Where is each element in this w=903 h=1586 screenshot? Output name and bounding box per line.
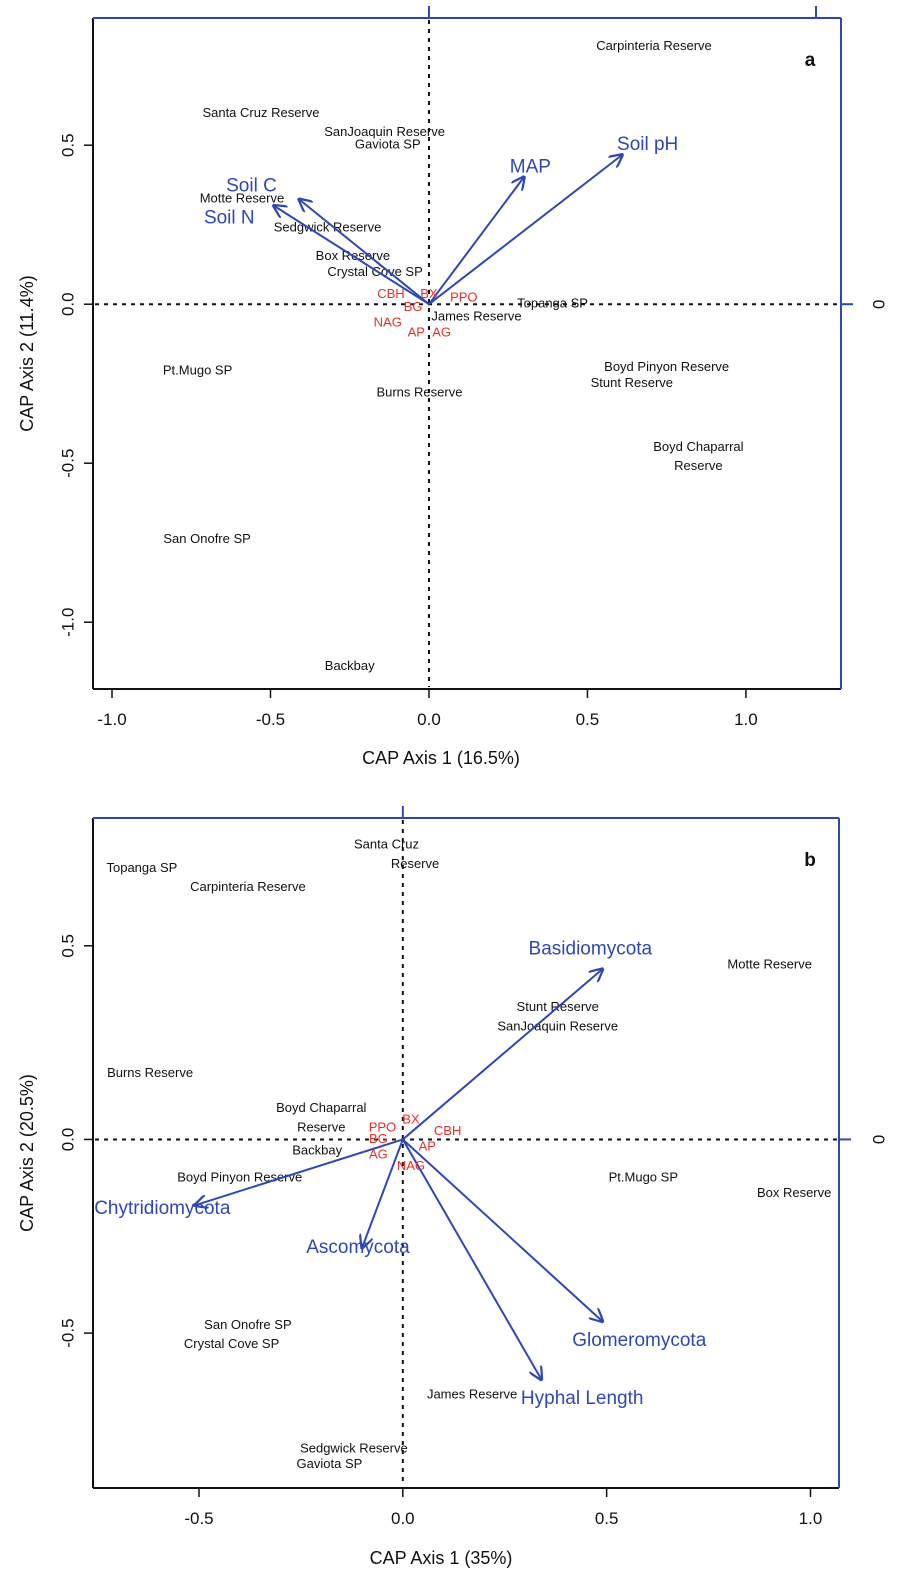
site-label-sedgwick-reserve: Sedgwick Reserve [300, 1441, 408, 1456]
vector-label-glomeromycota: Glomeromycota [572, 1330, 707, 1351]
vector-label-hyphal-length: Hyphal Length [521, 1388, 644, 1409]
site-label-boyd-chaparral: Boyd Chaparral [653, 439, 743, 454]
x-tick-label: 0.0 [391, 1509, 415, 1528]
y-axis-label: CAP Axis 2 (20.5%) [17, 1074, 37, 1232]
x-tick-label: 1.0 [799, 1509, 823, 1528]
enzyme-label-bx: BX [402, 1112, 420, 1127]
y-axis-label: CAP Axis 2 (11.4%) [17, 275, 37, 431]
x-tick-label: -0.5 [184, 1509, 213, 1528]
site-label-burns-reserve: Burns Reserve [107, 1065, 193, 1080]
enzyme-label-bx: BX [420, 286, 438, 301]
site-label-carpinteria-reserve: Carpinteria Reserve [190, 879, 306, 894]
site-label-burns-reserve: Burns Reserve [376, 385, 462, 400]
x-tick-label: -0.5 [256, 710, 285, 729]
enzyme-label-bg: BG [404, 299, 423, 314]
x-axis-label: CAP Axis 1 (35%) [370, 1548, 513, 1568]
enzyme-label-bg: BG [369, 1131, 388, 1146]
site-label-reserve: Reserve [674, 458, 722, 473]
y-tick-label: 0.5 [58, 133, 77, 157]
enzyme-label-ap: AP [419, 1139, 436, 1154]
enzyme-label-nag: NAG [374, 315, 402, 330]
x-tick-label: 1.0 [734, 710, 758, 729]
site-label-boyd-chaparral: Boyd Chaparral [276, 1100, 366, 1115]
site-label-crystal-cove-sp: Crystal Cove SP [184, 1336, 279, 1351]
enzyme-label-ag: AG [369, 1146, 388, 1161]
vector-arrow-basidiomycota [402, 969, 603, 1141]
right-axis-zero-label: 0 [869, 1135, 888, 1144]
site-label-reserve: Reserve [391, 856, 439, 871]
enzyme-label-ag: AG [432, 324, 451, 339]
site-label-gaviota-sp: Gaviota SP [297, 1456, 363, 1471]
site-label-santa-cruz-reserve: Santa Cruz Reserve [202, 105, 319, 120]
y-tick-label: -1.0 [58, 608, 77, 637]
site-label-boyd-pinyon-reserve: Boyd Pinyon Reserve [604, 359, 729, 374]
panel-a: 0 -1.0 -0.5 0.0 0.5 1.0 -1.0 -0.5 0.0 0.5 CAP Axis… [17, 6, 888, 768]
site-label-sanjoaquin-reserve: SanJoaquin Reserve [497, 1019, 618, 1034]
site-label-san-onofre-sp: San Onofre SP [204, 1317, 291, 1332]
site-label-gaviota-sp: Gaviota SP [355, 137, 421, 152]
y-tick-label: 0.0 [58, 292, 77, 316]
site-label-backbay: Backbay [292, 1143, 342, 1158]
vector-label-map: MAP [510, 156, 551, 177]
vector-label-basidiomycota: Basidiomycota [529, 939, 653, 960]
enzyme-label-cbh: CBH [377, 286, 404, 301]
y-tick-label: 0.0 [58, 1128, 77, 1152]
vector-label-soil-c: Soil C [226, 176, 277, 197]
vector-arrow-map [428, 177, 524, 305]
site-label-pt-mugo-sp: Pt.Mugo SP [163, 362, 232, 377]
vector-arrow-glomeromycota [402, 1138, 603, 1321]
vector-arrow-soil-ph [428, 155, 622, 305]
y-tick-label: 0.5 [58, 934, 77, 958]
site-label-topanga-sp: Topanga SP [517, 296, 588, 311]
site-label-carpinteria-reserve: Carpinteria Reserve [596, 38, 712, 53]
site-label-motte-reserve: Motte Reserve [200, 191, 285, 206]
panel-label: b [804, 850, 816, 871]
x-axis-label: CAP Axis 1 (16.5%) [362, 748, 520, 768]
x-tick-label: 0.5 [595, 1509, 619, 1528]
site-label-sanjoaquin-reserve: SanJoaquin Reserve [324, 124, 445, 139]
site-label-san-onofre-sp: San Onofre SP [163, 531, 250, 546]
vector-arrow-ascomycota [362, 1139, 404, 1247]
site-label-box-reserve: Box Reserve [757, 1185, 831, 1200]
y-tick-label: -0.5 [58, 449, 77, 478]
vector-label-soil-ph: Soil pH [617, 134, 678, 155]
site-label-crystal-cove-sp: Crystal Cove SP [327, 264, 422, 279]
site-label-topanga-sp: Topanga SP [106, 860, 177, 875]
site-label-james-reserve: James Reserve [431, 308, 521, 323]
site-label-pt-mugo-sp: Pt.Mugo SP [609, 1170, 678, 1185]
y-tick-label: -0.5 [58, 1318, 77, 1347]
vector-label-soil-n: Soil N [204, 207, 255, 228]
x-tick-label: -1.0 [97, 710, 126, 729]
panel-label: a [805, 50, 816, 71]
panel-b: 0 -0.5 0.0 0.5 1.0 -0.5 0.0 0.5 CAP Axis 1 (35%)… [17, 806, 888, 1568]
site-label-backbay: Backbay [325, 658, 375, 673]
vector-arrow-hyphal-length [401, 1138, 542, 1379]
enzyme-label-nag: NAG [397, 1158, 425, 1173]
site-label-motte-reserve: Motte Reserve [727, 957, 812, 972]
site-label-james-reserve: James Reserve [427, 1386, 517, 1401]
enzyme-label-ap: AP [408, 324, 425, 339]
vector-arrow-chytridiomycota [195, 1138, 404, 1205]
site-label-reserve: Reserve [297, 1119, 345, 1134]
enzyme-label-ppo: PPO [450, 289, 477, 304]
site-label-stunt-reserve: Stunt Reserve [591, 375, 673, 390]
x-tick-label: 0.0 [417, 710, 441, 729]
vector-label-chytridiomycota: Chytridiomycota [94, 1198, 231, 1219]
vector-label-ascomycota: Ascomycota [306, 1237, 410, 1258]
enzyme-label-ppo: PPO [369, 1119, 396, 1134]
vector-arrow-soil-c [299, 199, 430, 305]
x-tick-label: 0.5 [576, 710, 600, 729]
vector-arrow-soil-n [274, 206, 430, 306]
enzyme-label-cbh: CBH [434, 1123, 461, 1138]
site-label-santa-cruz: Santa Cruz [354, 837, 419, 852]
right-axis-zero-label: 0 [869, 299, 888, 308]
